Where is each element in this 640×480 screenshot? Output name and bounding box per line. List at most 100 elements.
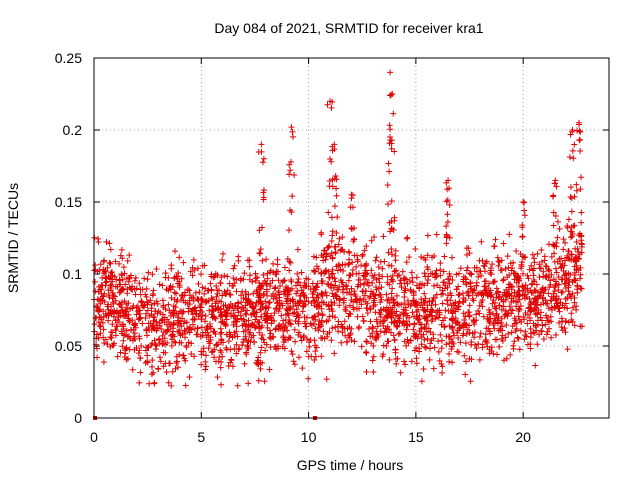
data-point <box>551 250 558 257</box>
data-point <box>399 268 406 275</box>
data-point <box>556 319 563 326</box>
data-point <box>102 310 109 317</box>
data-point <box>341 295 348 302</box>
data-point <box>220 302 227 309</box>
data-point <box>252 275 259 282</box>
data-point <box>495 262 502 269</box>
data-point <box>288 321 295 328</box>
data-point <box>385 262 392 269</box>
data-point <box>186 287 193 294</box>
data-point <box>312 325 319 332</box>
data-point <box>533 310 540 317</box>
data-point <box>443 240 450 247</box>
data-point <box>144 344 151 351</box>
data-point <box>156 340 163 347</box>
data-point <box>144 332 151 339</box>
data-point <box>313 294 320 301</box>
data-point <box>199 284 206 291</box>
data-point <box>508 329 515 336</box>
data-point <box>289 351 296 358</box>
data-point <box>328 158 335 165</box>
data-point <box>446 350 453 357</box>
data-point <box>120 264 127 271</box>
data-point <box>500 298 507 305</box>
data-point <box>519 234 526 241</box>
data-point <box>256 227 263 234</box>
data-point <box>199 308 206 315</box>
data-point <box>345 277 352 284</box>
data-point <box>360 272 367 279</box>
data-point <box>335 261 342 268</box>
data-point <box>255 377 262 384</box>
data-point <box>571 276 578 283</box>
data-point <box>325 244 332 251</box>
data-point <box>282 336 289 343</box>
data-point <box>328 214 335 221</box>
data-point <box>193 331 200 338</box>
data-point <box>367 305 374 312</box>
data-point <box>387 329 394 336</box>
data-point <box>150 369 157 376</box>
data-point <box>336 283 343 290</box>
data-point <box>569 290 576 297</box>
data-point <box>369 279 376 286</box>
data-point <box>326 178 333 185</box>
data-point <box>516 306 523 313</box>
data-point <box>275 277 282 284</box>
chart-title: Day 084 of 2021, SRMTID for receiver kra… <box>214 20 483 36</box>
data-point <box>370 343 377 350</box>
data-point <box>424 263 431 270</box>
data-point <box>413 344 420 351</box>
data-point <box>156 281 163 288</box>
data-point <box>365 325 372 332</box>
data-point <box>422 344 429 351</box>
data-point <box>476 310 483 317</box>
data-point <box>359 252 366 259</box>
data-point <box>367 318 374 325</box>
data-point <box>184 286 191 293</box>
data-point <box>424 317 431 324</box>
data-point <box>351 338 358 345</box>
data-point <box>471 334 478 341</box>
data-point <box>283 305 290 312</box>
data-point <box>437 260 444 267</box>
data-point <box>103 239 110 246</box>
data-point <box>100 326 107 333</box>
data-point <box>556 225 563 232</box>
data-point <box>407 337 414 344</box>
data-point <box>431 252 438 259</box>
data-point <box>111 293 118 300</box>
data-point <box>546 325 553 332</box>
data-point <box>180 352 187 359</box>
data-point <box>388 308 395 315</box>
data-point <box>199 329 206 336</box>
data-point <box>529 251 536 258</box>
data-point <box>286 305 293 312</box>
data-point <box>260 155 267 162</box>
data-point <box>386 356 393 363</box>
data-point <box>483 288 490 295</box>
data-point <box>346 272 353 279</box>
data-point <box>372 301 379 308</box>
data-point <box>372 309 379 316</box>
data-point <box>202 312 209 319</box>
data-point <box>433 273 440 280</box>
data-point <box>168 342 175 349</box>
data-point <box>321 335 328 342</box>
data-point <box>561 325 568 332</box>
data-point <box>534 341 541 348</box>
data-point <box>559 288 566 295</box>
data-point <box>468 341 475 348</box>
data-point <box>145 269 152 276</box>
data-point <box>385 308 392 315</box>
data-point <box>558 255 565 262</box>
data-point <box>576 230 583 237</box>
data-point <box>445 275 452 282</box>
data-point <box>503 286 510 293</box>
data-point <box>144 358 151 365</box>
data-point <box>403 235 410 242</box>
data-point <box>294 270 301 277</box>
data-point <box>262 317 269 324</box>
data-point <box>267 330 274 337</box>
data-point <box>390 110 397 117</box>
